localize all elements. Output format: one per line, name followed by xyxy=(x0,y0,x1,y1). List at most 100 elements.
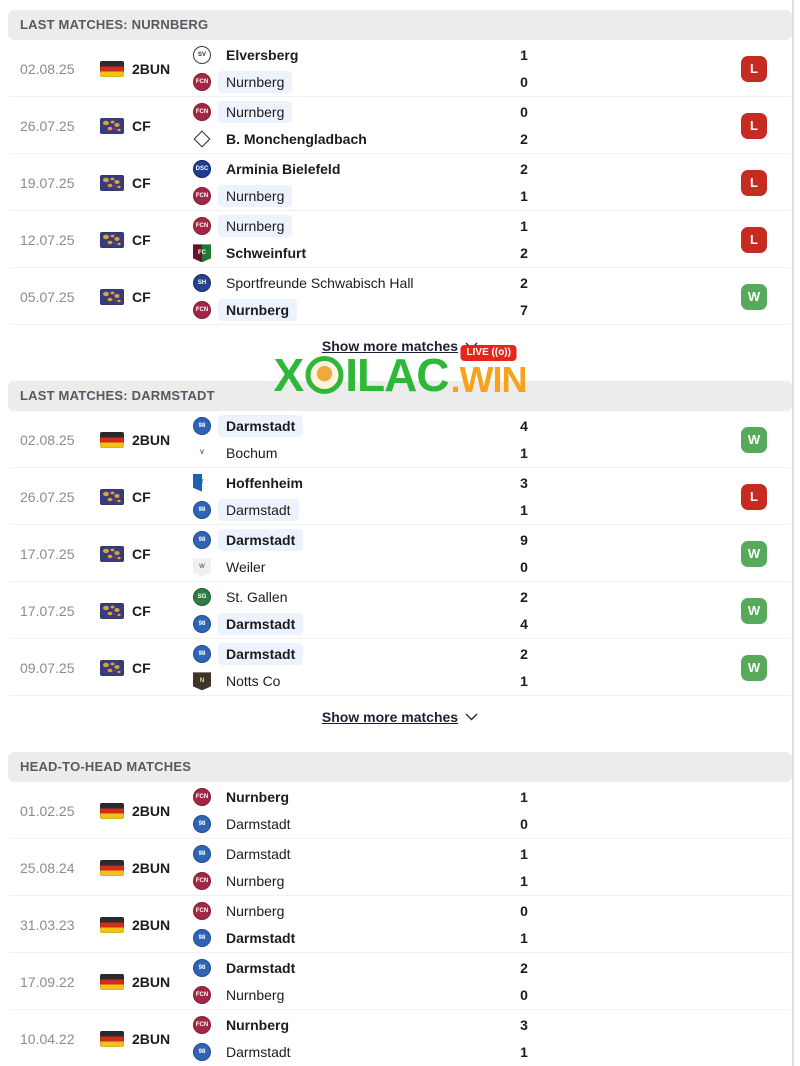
team-name[interactable]: Nurnberg xyxy=(226,1016,289,1033)
match-row[interactable]: 17.09.22 2BUN 98 Darmstadt 2 FCN Nurnberg 0 xyxy=(0,953,800,1010)
team-score: 0 xyxy=(520,74,528,91)
team-score: 2 xyxy=(520,131,528,148)
hoffenheim-club-logo-icon: T xyxy=(193,473,211,492)
elversberg-club-logo-icon: SV xyxy=(193,45,211,64)
team-name[interactable]: Notts Co xyxy=(226,673,281,690)
team-name[interactable]: Darmstadt xyxy=(226,816,291,833)
match-row[interactable]: 26.07.25 CF T Hoffenheim 3 98 Darmstadt 1 L xyxy=(0,468,800,525)
match-row[interactable]: 31.03.23 2BUN FCN Nurnberg 0 98 Darmstadt 1 xyxy=(0,896,800,953)
match-row[interactable]: 01.02.25 2BUN FCN Nurnberg 1 98 Darmstadt 0 xyxy=(0,782,800,839)
team-score: 2 xyxy=(520,645,528,662)
team-name[interactable]: Nurnberg xyxy=(218,100,293,123)
team-name[interactable]: Darmstadt xyxy=(218,613,304,636)
loss-result-badge: L xyxy=(741,169,767,196)
win-result-badge: W xyxy=(741,597,767,624)
germany-flag-icon xyxy=(100,916,124,933)
site-logo[interactable]: X ILAC .WIN LIVE ((o)) xyxy=(274,345,527,398)
team-score: 7 xyxy=(520,302,528,319)
nurnberg-club-logo-icon: FCN xyxy=(193,301,211,320)
match-date: 02.08.25 xyxy=(20,60,75,77)
team-name[interactable]: B. Monchengladbach xyxy=(226,131,367,148)
team-name[interactable]: Bochum xyxy=(226,445,278,462)
team-name[interactable]: Nurnberg xyxy=(218,299,297,322)
match-row[interactable]: 05.07.25 CF SH Sportfreunde Schwabisch Hall… xyxy=(0,268,800,325)
team-name[interactable]: Darmstadt xyxy=(218,499,299,522)
team-score: 1 xyxy=(520,788,528,805)
team-name[interactable]: Hoffenheim xyxy=(226,474,303,491)
team-line: 98 Darmstadt 4 xyxy=(193,413,800,439)
scrollbar-track[interactable] xyxy=(792,0,794,1066)
match-date: 02.08.25 xyxy=(20,431,75,448)
match-row[interactable]: 25.08.24 2BUN 98 Darmstadt 1 FCN Nurnberg 1 xyxy=(0,839,800,896)
match-row[interactable]: 10.04.22 2BUN FCN Nurnberg 3 98 Darmstadt 1 xyxy=(0,1010,800,1066)
team-name[interactable]: Elversberg xyxy=(226,46,299,63)
team-line: T Hoffenheim 3 xyxy=(193,470,800,496)
team-name[interactable]: Weiler xyxy=(226,559,266,576)
team-name[interactable]: Darmstadt xyxy=(218,414,304,437)
team-line: 98 Darmstadt 1 xyxy=(193,497,800,523)
match-row[interactable]: 26.07.25 CF FCN Nurnberg 0 B. Monchengladbach… xyxy=(0,97,800,154)
team-name[interactable]: Nurnberg xyxy=(218,214,293,237)
chevron-down-icon[interactable] xyxy=(465,713,478,721)
match-row[interactable]: 09.07.25 CF 98 Darmstadt 2 N Notts Co 1 W xyxy=(0,639,800,696)
darmstadt-club-logo-icon: 98 xyxy=(193,844,211,863)
team-name[interactable]: Sportfreunde Schwabisch Hall xyxy=(226,274,414,291)
team-score: 0 xyxy=(520,559,528,576)
live-label: LIVE xyxy=(466,347,489,358)
team-name[interactable]: Nurnberg xyxy=(226,987,285,1004)
club-logo-glyph: V xyxy=(199,450,204,457)
team-name[interactable]: Darmstadt xyxy=(226,845,291,862)
competition-code: 2BUN xyxy=(132,973,171,990)
show-more-link[interactable]: Show more matches xyxy=(321,338,459,354)
section-last-matches-nurnberg: LAST MATCHES: NURNBERG 02.08.25 2BUN SV Elve… xyxy=(0,10,800,367)
team-name[interactable]: Arminia Bielefeld xyxy=(226,160,341,177)
match-date: 09.07.25 xyxy=(20,659,75,676)
team-name[interactable]: Darmstadt xyxy=(226,959,296,976)
club-logo-glyph: 98 xyxy=(198,1049,206,1056)
match-row[interactable]: 17.07.25 CF SG St. Gallen 2 98 Darmstadt 4 W xyxy=(0,582,800,639)
competition-cell: CF xyxy=(100,659,193,676)
competition-cell: 2BUN xyxy=(100,859,193,876)
team-name[interactable]: Nurnberg xyxy=(226,873,285,890)
teams-cell: FCN Nurnberg 0 B. Monchengladbach 2 xyxy=(193,97,800,154)
club-logo-glyph: FCN xyxy=(195,193,209,200)
schweinfurt-club-logo-icon: FC xyxy=(193,244,211,263)
section-last-matches-darmstadt: LAST MATCHES: DARMSTADT 02.08.25 2BUN 98 Dar… xyxy=(0,381,800,738)
club-logo-glyph: 98 xyxy=(198,935,206,942)
team-line: 98 Darmstadt 0 xyxy=(193,811,800,837)
club-logo-glyph: FCN xyxy=(195,793,209,800)
team-name[interactable]: Nurnberg xyxy=(226,902,285,919)
team-name[interactable]: Nurnberg xyxy=(218,185,293,208)
match-row[interactable]: 17.07.25 CF 98 Darmstadt 9 W Weiler 0 W xyxy=(0,525,800,582)
competition-code: 2BUN xyxy=(132,60,171,77)
team-name[interactable]: Darmstadt xyxy=(218,528,304,551)
nurnberg-club-logo-icon: FCN xyxy=(193,216,211,235)
teams-cell: FCN Nurnberg 0 98 Darmstadt 1 xyxy=(193,896,800,953)
match-date: 17.07.25 xyxy=(20,602,75,619)
team-score: 1 xyxy=(520,445,528,462)
competition-cell: CF xyxy=(100,231,193,248)
team-name[interactable]: Darmstadt xyxy=(218,642,304,665)
match-row[interactable]: 19.07.25 CF DSC Arminia Bielefeld 2 FCN Nurnbe… xyxy=(0,154,800,211)
team-score: 2 xyxy=(520,959,528,976)
match-date: 10.04.22 xyxy=(20,1030,75,1047)
competition-code: 2BUN xyxy=(132,916,171,933)
nurnberg-club-logo-icon: FCN xyxy=(193,787,211,806)
team-name[interactable]: Nurnberg xyxy=(218,71,293,94)
team-name[interactable]: Darmstadt xyxy=(226,930,296,947)
match-row[interactable]: 02.08.25 2BUN 98 Darmstadt 4 V Bochum 1 W xyxy=(0,411,800,468)
team-name[interactable]: St. Gallen xyxy=(226,588,288,605)
team-line: FCN Nurnberg 1 xyxy=(193,213,800,239)
club-logo-glyph: N xyxy=(199,678,205,685)
team-name[interactable]: Darmstadt xyxy=(226,1044,291,1061)
team-name[interactable]: Nurnberg xyxy=(226,788,289,805)
match-row[interactable]: 02.08.25 2BUN SV Elversberg 1 FCN Nurnberg 0 L xyxy=(0,40,800,97)
competition-cell: 2BUN xyxy=(100,60,193,77)
team-line: FCN Nurnberg 3 xyxy=(193,1012,800,1038)
team-score: 1 xyxy=(520,502,528,519)
section-title: HEAD-TO-HEAD MATCHES xyxy=(8,752,792,782)
show-more-link[interactable]: Show more matches xyxy=(321,709,459,725)
win-result-badge: W xyxy=(741,283,767,310)
team-name[interactable]: Schweinfurt xyxy=(226,245,307,262)
match-row[interactable]: 12.07.25 CF FCN Nurnberg 1 FC Schweinfurt 2 L xyxy=(0,211,800,268)
